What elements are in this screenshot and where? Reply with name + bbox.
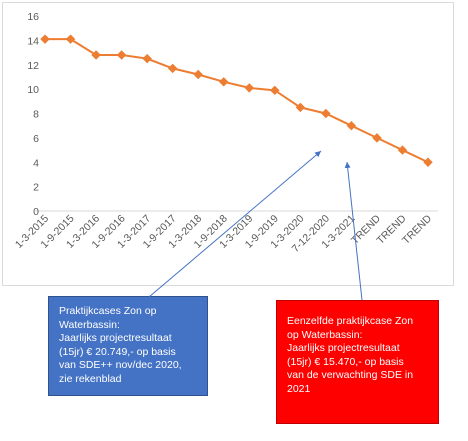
y-tick-label: 2: [33, 182, 39, 194]
data-point: [167, 63, 178, 74]
data-point: [397, 145, 408, 155]
y-tick-label: 14: [27, 35, 39, 47]
line-chart: 02468101214161-3-20151-9-20151-3-20161-9…: [13, 11, 438, 255]
data-point: [270, 85, 280, 96]
y-tick-label: 8: [33, 109, 39, 121]
data-point: [244, 83, 254, 93]
data-point: [116, 50, 127, 60]
y-tick-label: 6: [33, 133, 39, 145]
data-point: [40, 34, 50, 44]
callout-zon-op-waterbassin-sde-2021: Eenzelfde praktijkcase Zon op Waterbassi…: [276, 300, 439, 424]
y-tick-label: 10: [27, 84, 39, 96]
data-point: [219, 77, 229, 87]
data-point: [372, 133, 382, 143]
y-tick-label: 12: [27, 60, 39, 72]
x-tick-label: TREND: [400, 212, 434, 246]
data-point: [142, 53, 152, 64]
data-point: [346, 120, 357, 131]
series-line: [45, 38, 429, 164]
data-point: [193, 69, 203, 80]
y-tick-label: 0: [33, 206, 39, 218]
data-point: [423, 157, 433, 167]
data-point: [65, 34, 76, 44]
data-point: [321, 108, 331, 119]
y-tick-label: 16: [27, 11, 39, 23]
callout-zon-op-waterbassin-sde-plus: Praktijkcases Zon op Waterbassin: Jaarli…: [48, 296, 208, 396]
chart-area: 0 2 4 6 8 10 12 14 16 1-3-2015 1-9-2015 1-3-2016 1-9…: [2, 2, 454, 286]
data-point: [295, 102, 306, 113]
data-point: [91, 50, 101, 60]
y-tick-label: 4: [33, 157, 39, 169]
